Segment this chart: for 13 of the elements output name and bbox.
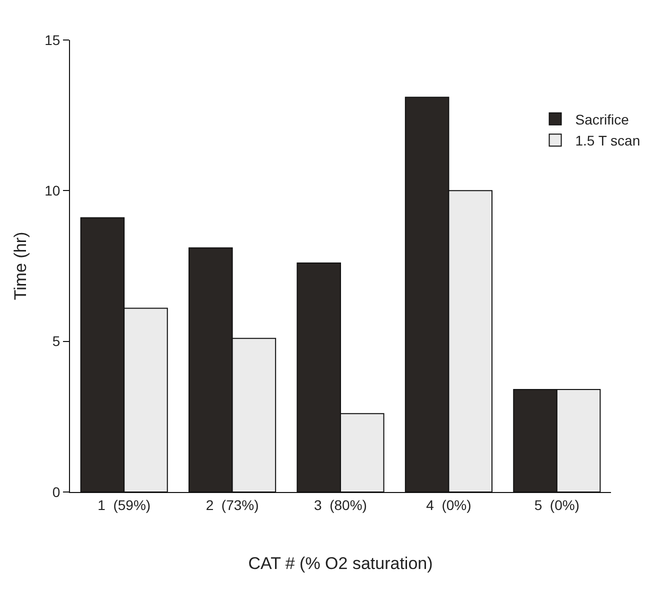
legend-label: 1.5 T scan (575, 132, 640, 149)
x-tick-label: 1 (59%) (98, 496, 151, 513)
x-tick-label: 5 (0%) (534, 496, 580, 513)
x-tick-label: 4 (0%) (426, 496, 472, 513)
x-tick-label: 2 (73%) (206, 496, 259, 513)
y-tick-label: 0 (52, 484, 60, 500)
y-tick-label: 5 (52, 333, 60, 350)
legend-label: Sacrifice (575, 111, 630, 128)
x-axis-title: CAT # (% O2 saturation) (248, 554, 433, 574)
y-tick-label: 10 (44, 182, 60, 199)
y-axis-title: Time (hr) (11, 232, 30, 300)
x-tick-label: 3 (80%) (314, 496, 367, 513)
y-tick-label: 15 (44, 32, 60, 48)
